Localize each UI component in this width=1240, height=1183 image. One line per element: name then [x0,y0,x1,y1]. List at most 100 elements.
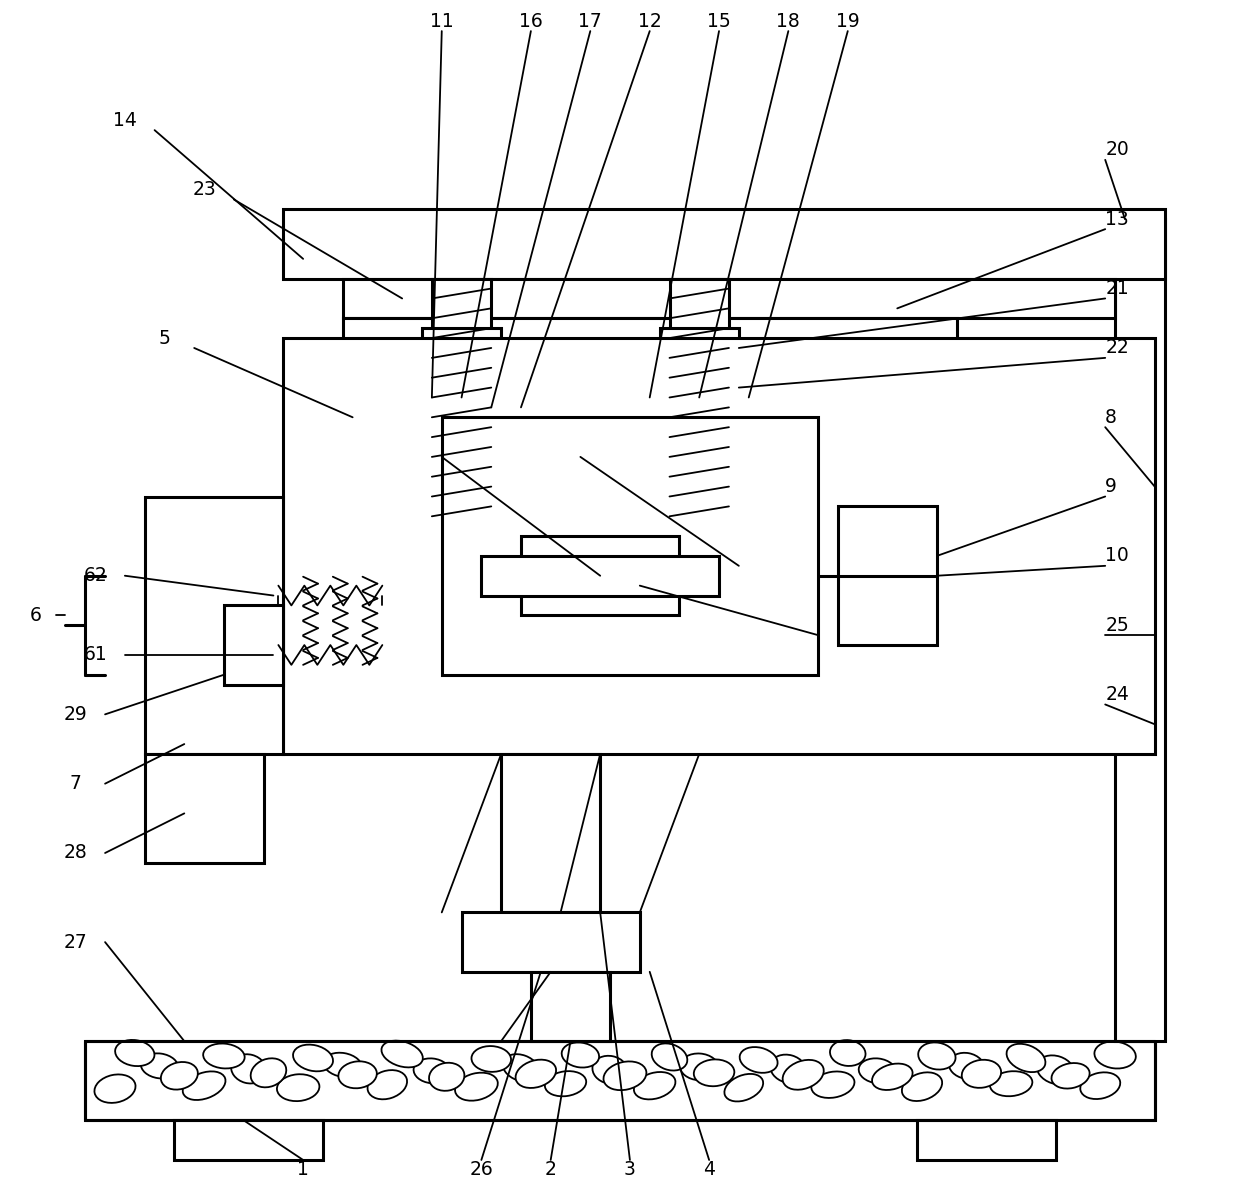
Text: 19: 19 [836,12,859,31]
Bar [765,395,779,418]
Text: 20: 20 [1105,141,1128,160]
Bar [693,395,707,418]
Ellipse shape [231,1054,267,1084]
Text: 13: 13 [1105,209,1128,228]
Text: 23: 23 [192,180,216,199]
Ellipse shape [324,1053,362,1077]
Bar [283,338,1154,754]
Ellipse shape [339,1061,377,1088]
Bar [782,395,797,418]
Bar [489,395,502,418]
Ellipse shape [203,1043,244,1068]
Ellipse shape [739,1047,777,1073]
Ellipse shape [918,1042,956,1069]
Bar [283,209,1164,279]
Ellipse shape [811,1072,854,1098]
Ellipse shape [502,1054,539,1081]
Ellipse shape [429,1062,465,1091]
Bar [454,395,467,418]
Ellipse shape [182,1072,226,1100]
Bar [436,395,450,418]
Ellipse shape [293,1045,334,1072]
Ellipse shape [770,1054,806,1084]
Ellipse shape [562,1042,599,1067]
Ellipse shape [694,1060,734,1086]
Bar [746,395,761,418]
Ellipse shape [634,1072,676,1099]
Bar [342,279,1115,318]
Ellipse shape [1095,1041,1136,1068]
Bar [342,318,957,437]
Ellipse shape [414,1059,450,1084]
Bar [461,912,640,971]
Text: 26: 26 [470,1161,494,1179]
Ellipse shape [1052,1064,1090,1088]
Ellipse shape [724,1074,763,1101]
Bar [507,395,521,418]
Text: 27: 27 [63,932,87,951]
Bar [759,437,818,467]
Bar [382,418,541,477]
Text: 12: 12 [637,12,662,31]
Bar [801,395,815,418]
Text: 21: 21 [1105,279,1128,298]
Text: 1: 1 [298,1161,309,1179]
Ellipse shape [277,1074,320,1101]
Bar [383,395,397,418]
Bar [86,1041,1154,1120]
Ellipse shape [830,1040,866,1066]
Ellipse shape [516,1060,556,1088]
Ellipse shape [604,1061,646,1091]
Text: 7: 7 [69,774,82,793]
Bar [401,395,414,418]
Text: 4: 4 [703,1161,715,1179]
Ellipse shape [250,1059,286,1087]
Bar [621,395,635,418]
Ellipse shape [1080,1072,1120,1099]
Text: 18: 18 [776,12,800,31]
Bar [680,407,719,447]
Bar [657,395,671,418]
Bar [531,971,610,1041]
Ellipse shape [141,1053,179,1079]
Text: 8: 8 [1105,408,1117,427]
Text: 28: 28 [63,843,87,862]
Bar [620,418,818,477]
Bar [145,497,283,754]
Bar [145,754,264,862]
Text: 62: 62 [83,567,107,586]
Text: 11: 11 [430,12,454,31]
Ellipse shape [872,1064,913,1090]
Ellipse shape [652,1043,687,1071]
Bar [918,1120,1055,1161]
Text: 24: 24 [1105,685,1130,704]
Ellipse shape [1037,1055,1075,1085]
Ellipse shape [990,1071,1033,1097]
Bar [441,407,481,447]
Text: 2: 2 [544,1161,557,1179]
Bar [1115,219,1164,1041]
Bar [501,754,600,912]
Text: 10: 10 [1105,547,1128,565]
Text: 29: 29 [63,705,87,724]
Text: 15: 15 [707,12,730,31]
Bar [175,1120,322,1161]
Ellipse shape [94,1074,135,1103]
Text: 3: 3 [624,1161,636,1179]
Ellipse shape [593,1055,627,1084]
Bar [422,368,501,407]
Ellipse shape [367,1071,407,1099]
Bar [224,606,283,685]
Ellipse shape [544,1071,587,1097]
Ellipse shape [1007,1043,1045,1072]
Bar [481,556,719,595]
Text: 16: 16 [520,12,543,31]
Ellipse shape [115,1040,155,1066]
Text: 9: 9 [1105,477,1117,496]
Ellipse shape [471,1046,511,1072]
Ellipse shape [901,1072,942,1101]
Bar [342,437,402,467]
Text: 17: 17 [578,12,603,31]
Text: 6: 6 [30,606,42,625]
Bar [838,506,937,645]
